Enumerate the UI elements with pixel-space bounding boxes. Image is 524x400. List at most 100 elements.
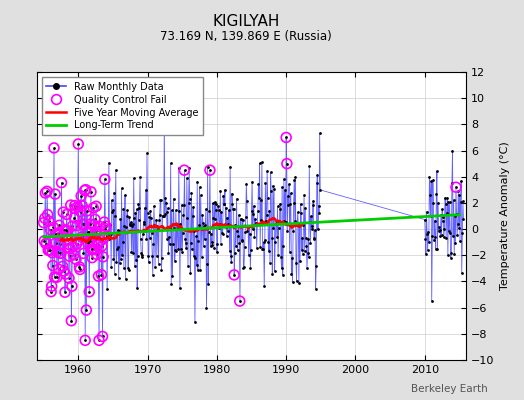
Point xyxy=(458,198,467,204)
Point xyxy=(62,211,71,218)
Point xyxy=(309,198,318,204)
Point xyxy=(180,201,188,208)
Point xyxy=(200,242,208,249)
Point xyxy=(291,173,300,180)
Point xyxy=(193,267,202,273)
Point xyxy=(45,247,53,253)
Point xyxy=(283,193,292,199)
Point xyxy=(59,209,68,216)
Point xyxy=(220,201,228,207)
Point xyxy=(102,223,110,229)
Point xyxy=(421,236,430,242)
Point xyxy=(253,245,261,251)
Point xyxy=(113,227,122,233)
Point xyxy=(223,214,232,221)
Point xyxy=(282,160,291,167)
Point xyxy=(85,288,93,295)
Point xyxy=(149,241,158,247)
Point xyxy=(307,213,315,220)
Point xyxy=(302,235,310,241)
Point xyxy=(422,208,431,215)
Point xyxy=(270,186,278,192)
Point xyxy=(278,184,286,190)
Point xyxy=(89,246,97,252)
Point xyxy=(241,244,249,250)
Point xyxy=(64,236,72,242)
Point xyxy=(64,241,73,248)
Text: KIGILYAH: KIGILYAH xyxy=(213,14,280,29)
Point xyxy=(51,240,60,246)
Point xyxy=(224,228,232,234)
Point xyxy=(211,216,220,222)
Point xyxy=(159,212,167,219)
Point xyxy=(263,168,271,174)
Point xyxy=(194,238,203,244)
Point xyxy=(250,234,259,240)
Point xyxy=(268,235,276,242)
Point xyxy=(198,254,206,260)
Point xyxy=(170,225,178,231)
Point xyxy=(95,337,103,344)
Point xyxy=(65,275,73,281)
Point xyxy=(66,246,74,252)
Point xyxy=(428,298,436,304)
Point xyxy=(89,205,97,211)
Point xyxy=(185,165,193,171)
Point xyxy=(206,167,214,173)
Point xyxy=(132,257,140,263)
Point xyxy=(105,159,113,166)
Point xyxy=(196,192,205,198)
Point xyxy=(66,253,74,260)
Point xyxy=(61,289,69,296)
Point xyxy=(151,264,159,270)
Point xyxy=(449,147,457,154)
Point xyxy=(84,240,92,246)
Point xyxy=(435,226,444,233)
Point xyxy=(54,230,62,236)
Point xyxy=(139,231,147,237)
Point xyxy=(221,224,230,230)
Point xyxy=(99,254,107,260)
Point xyxy=(110,256,118,262)
Point xyxy=(443,210,451,216)
Point xyxy=(58,233,66,240)
Point xyxy=(269,225,278,231)
Point xyxy=(280,176,288,183)
Point xyxy=(141,186,150,193)
Point xyxy=(258,159,266,165)
Point xyxy=(50,145,58,151)
Point xyxy=(220,200,228,207)
Point xyxy=(315,210,323,216)
Point xyxy=(274,252,282,258)
Point xyxy=(180,167,189,173)
Point xyxy=(154,226,162,232)
Point xyxy=(142,236,150,242)
Point xyxy=(53,249,62,255)
Point xyxy=(158,254,166,261)
Point xyxy=(54,266,63,272)
Point xyxy=(272,234,281,241)
Point xyxy=(191,255,200,262)
Point xyxy=(168,273,177,280)
Point xyxy=(104,231,112,238)
Point xyxy=(179,212,188,218)
Point xyxy=(111,270,119,277)
Point xyxy=(67,202,75,208)
Point xyxy=(70,252,78,258)
Point xyxy=(135,217,143,223)
Point xyxy=(166,225,174,231)
Point xyxy=(208,239,216,245)
Point xyxy=(67,318,75,324)
Point xyxy=(101,176,109,182)
Point xyxy=(85,238,94,244)
Point xyxy=(231,221,239,228)
Point xyxy=(80,187,89,194)
Point xyxy=(276,206,284,213)
Point xyxy=(57,250,65,256)
Point xyxy=(42,240,51,247)
Point xyxy=(293,222,301,228)
Point xyxy=(446,230,454,236)
Point xyxy=(255,194,263,201)
Point xyxy=(157,267,166,274)
Point xyxy=(79,221,87,228)
